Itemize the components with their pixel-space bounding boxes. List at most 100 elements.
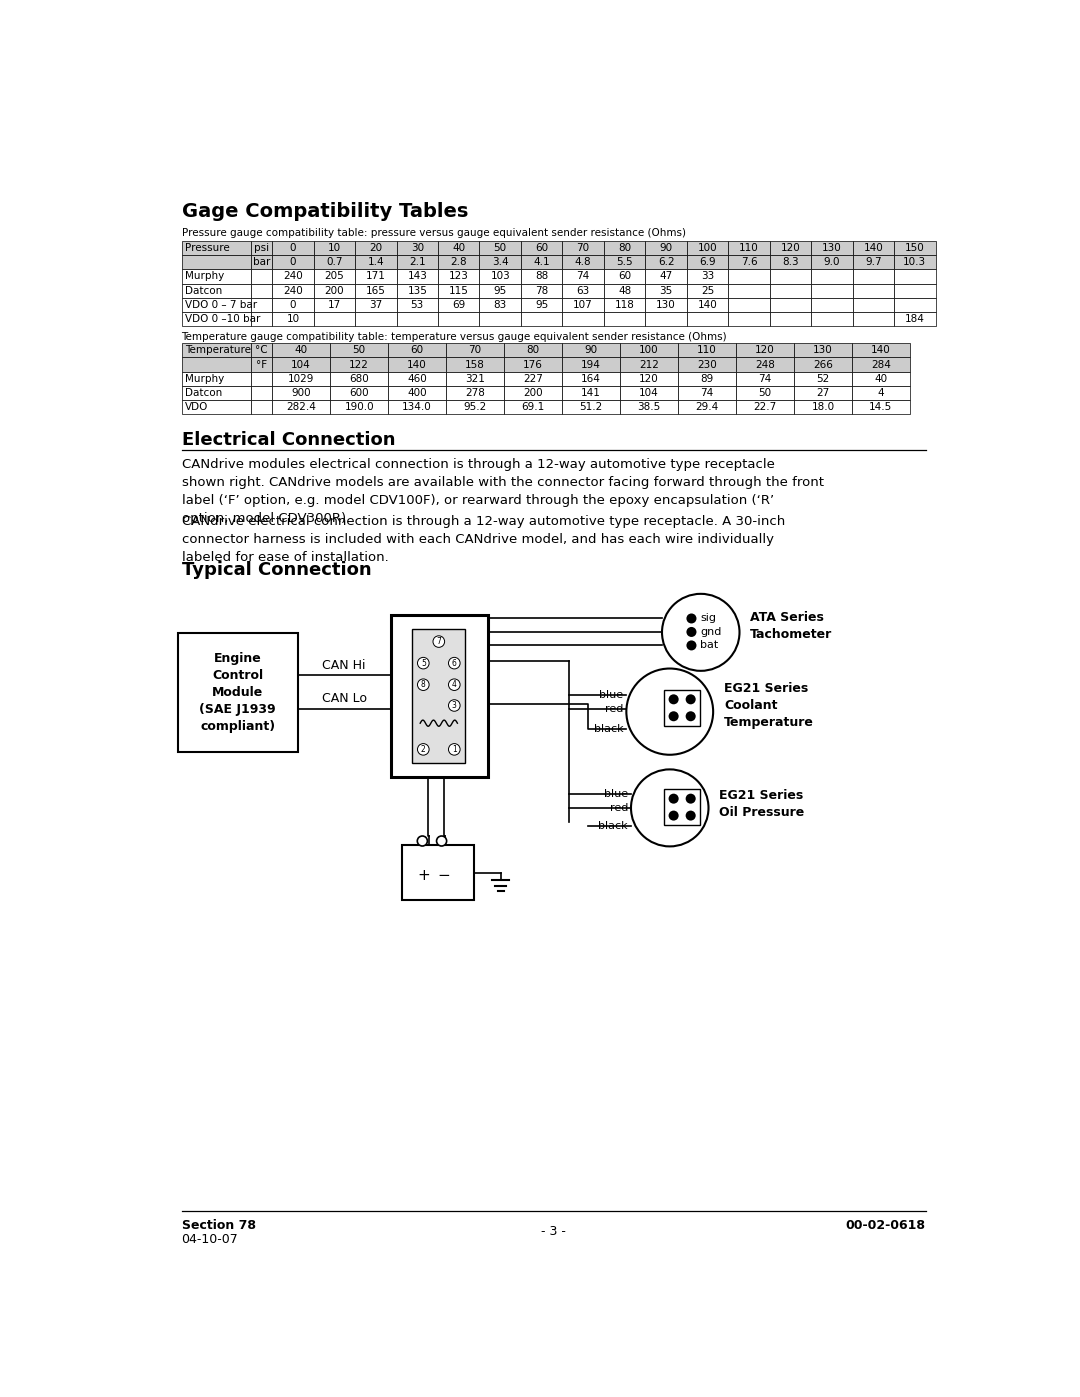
Bar (794, 372, 852, 386)
Circle shape (669, 793, 678, 803)
Text: 80: 80 (618, 243, 631, 253)
Text: 78: 78 (535, 285, 549, 296)
Bar (388, 372, 446, 386)
Text: 51.2: 51.2 (579, 402, 603, 412)
Text: 120: 120 (781, 243, 800, 253)
Bar (272, 240, 313, 256)
Text: 10: 10 (286, 314, 299, 324)
Text: 88: 88 (535, 271, 549, 281)
Bar (330, 386, 388, 400)
Bar (521, 312, 563, 327)
Text: 0: 0 (289, 243, 296, 253)
Bar (687, 256, 728, 270)
Bar (396, 240, 438, 256)
Circle shape (686, 694, 696, 704)
Bar (272, 312, 313, 327)
Text: red: red (609, 803, 627, 813)
Bar (521, 256, 563, 270)
Bar (646, 312, 687, 327)
Text: 107: 107 (573, 300, 593, 310)
Bar (852, 372, 909, 386)
Text: blue: blue (599, 690, 623, 700)
Bar (330, 358, 388, 372)
Bar (604, 270, 646, 284)
Bar (735, 358, 794, 372)
Circle shape (417, 835, 428, 847)
Text: 14.5: 14.5 (869, 402, 892, 412)
Bar (313, 256, 355, 270)
Circle shape (669, 810, 678, 820)
Bar (521, 270, 563, 284)
Text: black: black (598, 821, 627, 831)
Bar (181, 400, 252, 415)
Text: 130: 130 (813, 345, 833, 355)
Text: 140: 140 (407, 359, 427, 370)
Text: 0: 0 (289, 300, 296, 310)
Text: 2.8: 2.8 (450, 257, 467, 267)
Bar (770, 270, 811, 284)
Bar (687, 270, 728, 284)
Text: 25: 25 (701, 285, 714, 296)
Bar (562, 400, 620, 415)
Bar (272, 284, 313, 298)
Text: 8: 8 (421, 680, 426, 689)
Bar (852, 298, 894, 312)
Text: 227: 227 (523, 374, 543, 384)
Text: 282.4: 282.4 (286, 402, 316, 412)
Text: 278: 278 (465, 388, 485, 398)
Text: VDO 0 – 7 bar: VDO 0 – 7 bar (186, 300, 257, 310)
Bar (664, 690, 700, 725)
Circle shape (687, 627, 697, 637)
Text: 69: 69 (453, 300, 465, 310)
Circle shape (448, 679, 460, 690)
Text: 150: 150 (905, 243, 924, 253)
Bar (735, 372, 794, 386)
Text: Section 78: Section 78 (181, 1218, 256, 1232)
Text: 230: 230 (697, 359, 717, 370)
Bar (252, 284, 272, 298)
Bar (852, 344, 909, 358)
Bar (446, 386, 504, 400)
Text: °C: °C (255, 345, 268, 355)
Bar (252, 256, 272, 270)
Text: 400: 400 (407, 388, 427, 398)
Bar (735, 386, 794, 400)
Bar (272, 386, 330, 400)
Bar (252, 344, 272, 358)
Bar (728, 312, 770, 327)
Bar (446, 372, 504, 386)
Text: CANdrive electrical connection is through a 12-way automotive type receptacle. A: CANdrive electrical connection is throug… (181, 515, 785, 564)
Bar (687, 240, 728, 256)
Bar (396, 256, 438, 270)
Text: 6.9: 6.9 (699, 257, 716, 267)
Bar (678, 400, 735, 415)
Text: 0: 0 (289, 257, 296, 267)
Bar (794, 400, 852, 415)
Bar (355, 240, 396, 256)
Text: 37: 37 (369, 300, 382, 310)
Bar (770, 284, 811, 298)
Bar (620, 400, 678, 415)
Text: 141: 141 (581, 388, 600, 398)
Text: 266: 266 (813, 359, 833, 370)
Text: VDO 0 –10 bar: VDO 0 –10 bar (186, 314, 260, 324)
Bar (181, 270, 252, 284)
Text: 8.3: 8.3 (782, 257, 799, 267)
Bar (770, 240, 811, 256)
Bar (646, 240, 687, 256)
Bar (388, 386, 446, 400)
Text: 60: 60 (410, 345, 423, 355)
Text: blue: blue (604, 789, 627, 799)
Text: 164: 164 (581, 374, 600, 384)
Bar (355, 298, 396, 312)
Circle shape (662, 594, 740, 671)
Text: 104: 104 (292, 359, 311, 370)
Bar (563, 256, 604, 270)
Text: 158: 158 (465, 359, 485, 370)
Text: 47: 47 (660, 271, 673, 281)
Bar (181, 386, 252, 400)
Bar (852, 284, 894, 298)
FancyBboxPatch shape (413, 629, 465, 763)
Bar (521, 240, 563, 256)
Text: CANdrive modules electrical connection is through a 12-way automotive type recep: CANdrive modules electrical connection i… (181, 458, 824, 524)
